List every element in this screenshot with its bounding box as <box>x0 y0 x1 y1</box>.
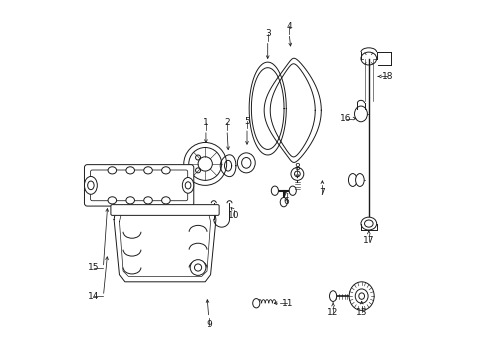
FancyBboxPatch shape <box>111 204 219 215</box>
Ellipse shape <box>143 197 152 204</box>
Ellipse shape <box>354 106 366 122</box>
Text: 11: 11 <box>281 299 292 308</box>
Ellipse shape <box>271 186 278 195</box>
Text: 15: 15 <box>88 263 99 272</box>
Ellipse shape <box>348 282 373 310</box>
Ellipse shape <box>190 260 205 275</box>
Ellipse shape <box>360 217 376 230</box>
Text: 18: 18 <box>381 72 392 81</box>
Ellipse shape <box>108 167 116 174</box>
Ellipse shape <box>348 174 356 186</box>
Text: 14: 14 <box>88 292 99 301</box>
Text: 2: 2 <box>224 118 229 127</box>
Ellipse shape <box>125 167 134 174</box>
Ellipse shape <box>162 197 170 204</box>
Ellipse shape <box>360 52 376 65</box>
Ellipse shape <box>355 174 364 186</box>
Ellipse shape <box>288 186 296 195</box>
Text: 6: 6 <box>283 197 289 206</box>
Ellipse shape <box>143 167 152 174</box>
Text: 13: 13 <box>355 308 366 317</box>
Text: 4: 4 <box>286 22 291 31</box>
Text: 16: 16 <box>339 114 350 123</box>
Ellipse shape <box>280 198 287 207</box>
Ellipse shape <box>329 291 336 301</box>
Text: 1: 1 <box>203 118 208 127</box>
FancyBboxPatch shape <box>84 165 193 206</box>
Text: 7: 7 <box>319 188 325 197</box>
Text: 5: 5 <box>244 117 249 126</box>
Text: 8: 8 <box>294 163 300 172</box>
Text: 9: 9 <box>205 320 211 329</box>
Ellipse shape <box>108 197 116 204</box>
FancyBboxPatch shape <box>90 170 187 201</box>
Ellipse shape <box>237 153 255 173</box>
Ellipse shape <box>290 167 303 180</box>
Ellipse shape <box>84 176 97 194</box>
Text: 10: 10 <box>227 211 239 220</box>
Text: 17: 17 <box>362 236 374 245</box>
Ellipse shape <box>162 167 170 174</box>
Ellipse shape <box>125 197 134 204</box>
Ellipse shape <box>183 143 226 185</box>
Text: 3: 3 <box>264 29 270 38</box>
Ellipse shape <box>252 298 259 308</box>
Text: 12: 12 <box>327 308 338 317</box>
Ellipse shape <box>182 177 193 193</box>
Polygon shape <box>114 208 216 282</box>
